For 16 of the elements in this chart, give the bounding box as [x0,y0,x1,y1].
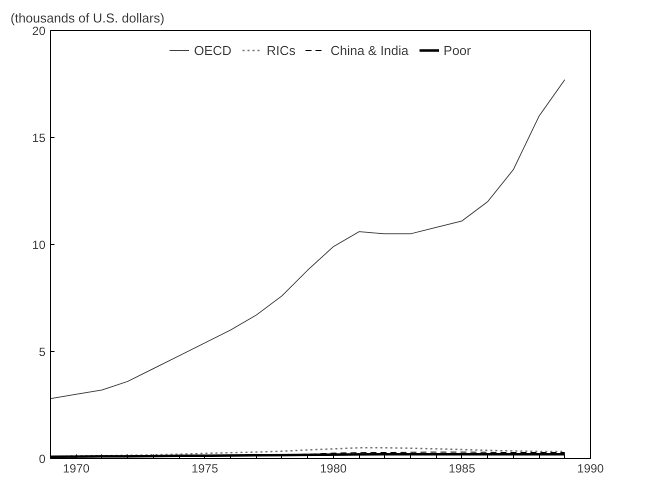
y-tick-label: 15 [32,131,46,145]
y-tick-label: 10 [32,238,46,252]
legend-label: RICs [266,42,296,58]
y-axis-title: (thousands of U.S. dollars) [10,10,164,26]
legend-label: OECD [194,42,232,58]
y-tick-label: 20 [32,24,46,38]
x-tick-label: 1980 [320,462,348,476]
x-tick-label: 1975 [191,462,218,476]
legend-label: China & India [330,42,409,58]
x-tick-label: 1990 [577,462,604,476]
line-series [50,79,566,400]
y-tick-label: 0 [38,452,46,466]
x-tick-label: 1985 [448,462,476,476]
y-tick-label: 5 [38,345,46,359]
legend-label: Poor [444,42,471,58]
x-tick-label: 1970 [62,462,90,476]
